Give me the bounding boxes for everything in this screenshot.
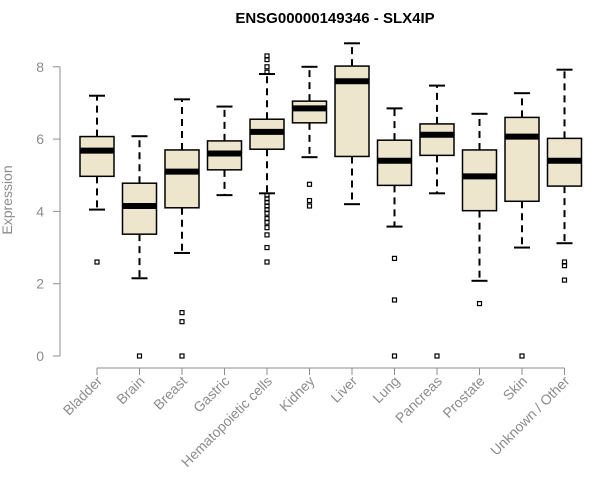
outlier-point	[136, 353, 143, 359]
x-tick-label: Unknown / Other	[487, 373, 573, 459]
outlier-point	[264, 64, 270, 70]
outlier-point	[94, 259, 100, 265]
box-8	[419, 84, 455, 359]
iqr-box	[419, 123, 455, 157]
outlier-point	[476, 300, 483, 307]
box-9	[461, 112, 498, 307]
box-3	[206, 105, 243, 197]
chart-title: ENSG00000149346 - SLX4IP	[235, 10, 434, 27]
outlier-point	[306, 197, 313, 204]
x-tick-label: Breast	[150, 373, 190, 413]
outlier-point	[391, 297, 398, 303]
box-11	[546, 68, 583, 283]
box-1	[121, 135, 158, 359]
box-6	[334, 42, 370, 206]
outlier-point	[561, 277, 568, 283]
x-tick-label: Brain	[113, 373, 147, 407]
outlier-point	[391, 255, 398, 261]
outlier-point	[391, 353, 398, 359]
outlier-point	[264, 210, 270, 216]
outlier-point	[264, 69, 270, 75]
y-tick-label: 4	[36, 203, 44, 219]
outlier-point	[264, 259, 270, 265]
outlier-point	[264, 232, 270, 238]
y-tick-label: 8	[36, 59, 44, 75]
outlier-point	[179, 353, 185, 359]
box-4	[249, 53, 285, 265]
box-5	[291, 65, 328, 209]
x-tick-label: Liver	[327, 373, 360, 406]
outlier-point	[264, 244, 270, 251]
iqr-box	[164, 149, 200, 209]
x-tick-label: Pancreas	[392, 373, 445, 426]
outlier-point	[264, 56, 270, 63]
outlier-point	[306, 181, 313, 187]
outlier-point	[264, 219, 270, 225]
iqr-box	[504, 116, 540, 203]
box-2	[164, 98, 200, 359]
outlier-point	[434, 353, 440, 359]
box-10	[504, 92, 540, 359]
y-axis-label: Expression	[0, 165, 15, 234]
outlier-point	[264, 225, 270, 231]
boxes-group	[79, 42, 583, 359]
y-tick-label: 2	[36, 276, 44, 292]
iqr-box	[291, 100, 328, 124]
x-tick-label: Skin	[500, 373, 531, 404]
outlier-point	[306, 203, 313, 209]
x-tick-label: Bladder	[60, 373, 106, 419]
box-7	[376, 107, 413, 359]
x-tick-label: Lung	[369, 373, 402, 406]
iqr-box	[461, 149, 498, 212]
outlier-point	[179, 319, 185, 325]
x-tick-label: Kidney	[276, 373, 318, 415]
box-0	[79, 94, 115, 265]
outlier-point	[561, 263, 568, 269]
outlier-point	[179, 310, 185, 316]
outlier-point	[519, 353, 525, 359]
y-axis: 0 2 4 6 8	[36, 59, 61, 364]
x-tick-label: Prostate	[439, 373, 487, 421]
y-tick-label: 0	[36, 348, 44, 364]
iqr-box	[79, 135, 115, 178]
y-tick-label: 6	[36, 131, 44, 147]
